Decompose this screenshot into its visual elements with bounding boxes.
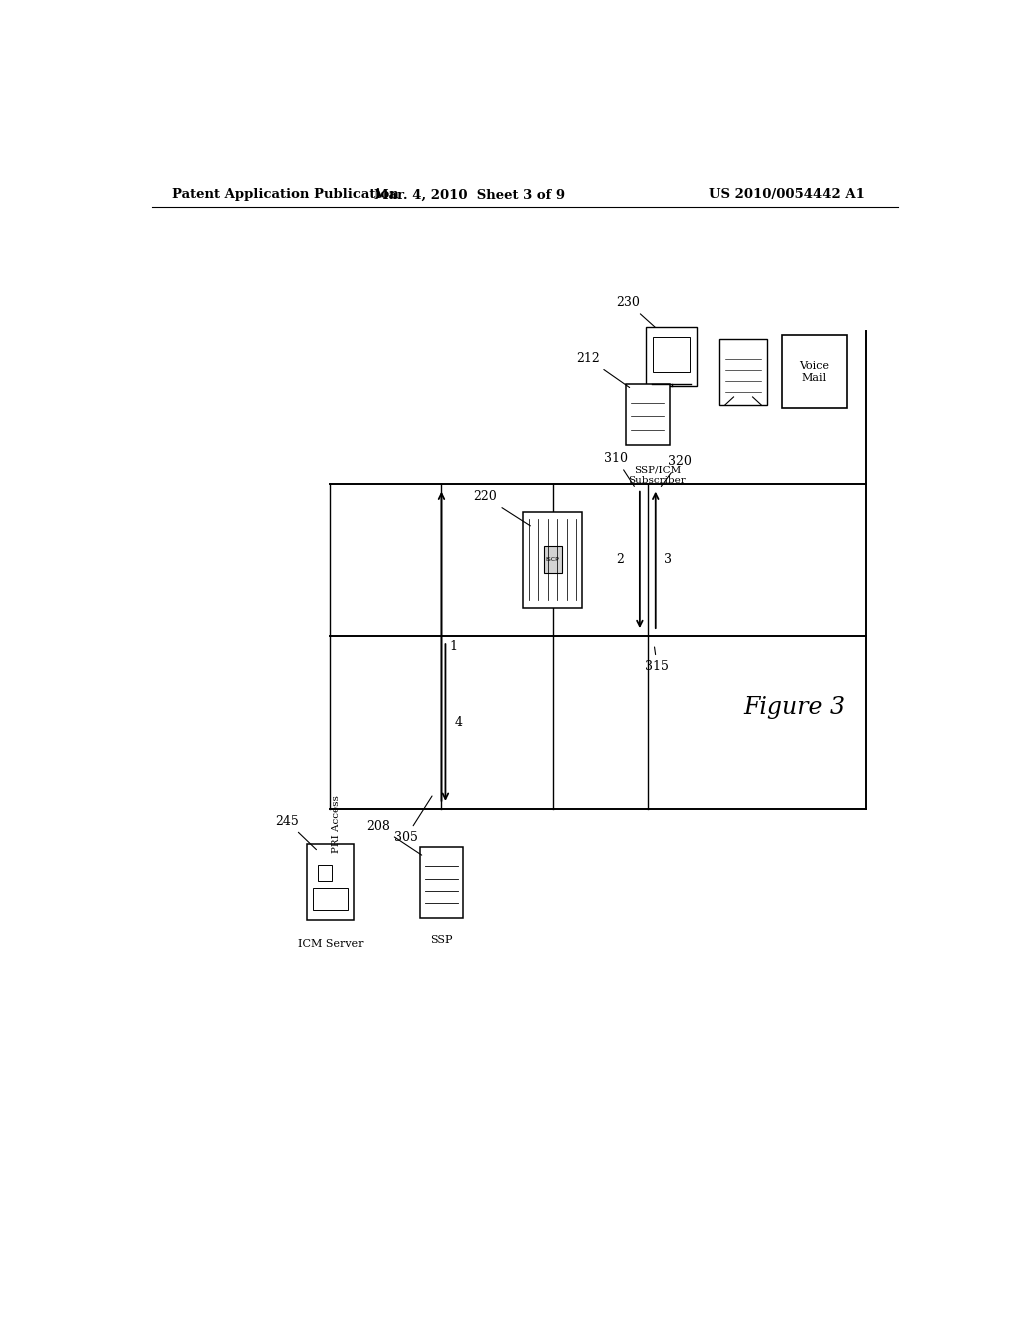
Bar: [653, 337, 690, 372]
Text: ISCP: ISCP: [546, 557, 559, 562]
Bar: [782, 335, 847, 408]
Text: Figure 3: Figure 3: [743, 696, 846, 719]
Bar: [626, 384, 670, 445]
Text: 1: 1: [450, 640, 458, 653]
Text: ICM Server: ICM Server: [298, 939, 364, 949]
Text: 208: 208: [366, 820, 422, 855]
Text: 220: 220: [473, 490, 530, 525]
Text: SSP: SSP: [430, 935, 453, 945]
Bar: [306, 843, 354, 920]
Text: 310: 310: [604, 451, 635, 486]
Bar: [313, 888, 347, 909]
Bar: [719, 339, 767, 405]
Bar: [544, 546, 561, 573]
Text: 320: 320: [662, 455, 691, 487]
Text: 315: 315: [645, 647, 670, 673]
Text: Patent Application Publication: Patent Application Publication: [172, 189, 398, 202]
Text: 230: 230: [616, 296, 655, 327]
Text: Mar. 4, 2010  Sheet 3 of 9: Mar. 4, 2010 Sheet 3 of 9: [374, 189, 565, 202]
Text: Voice
Mail: Voice Mail: [800, 362, 829, 383]
Text: 3: 3: [664, 553, 672, 566]
Text: 212: 212: [577, 352, 630, 388]
Bar: [420, 846, 463, 917]
Text: 2: 2: [616, 553, 624, 566]
Text: 245: 245: [274, 814, 316, 850]
Text: US 2010/0054442 A1: US 2010/0054442 A1: [709, 189, 864, 202]
Bar: [523, 512, 583, 609]
Text: 305: 305: [394, 796, 432, 843]
Text: SSP/ICM
Subscriber: SSP/ICM Subscriber: [629, 466, 686, 484]
Bar: [646, 327, 697, 385]
Text: PRI Access: PRI Access: [332, 795, 341, 853]
Bar: [317, 865, 332, 882]
Text: 4: 4: [455, 715, 463, 729]
